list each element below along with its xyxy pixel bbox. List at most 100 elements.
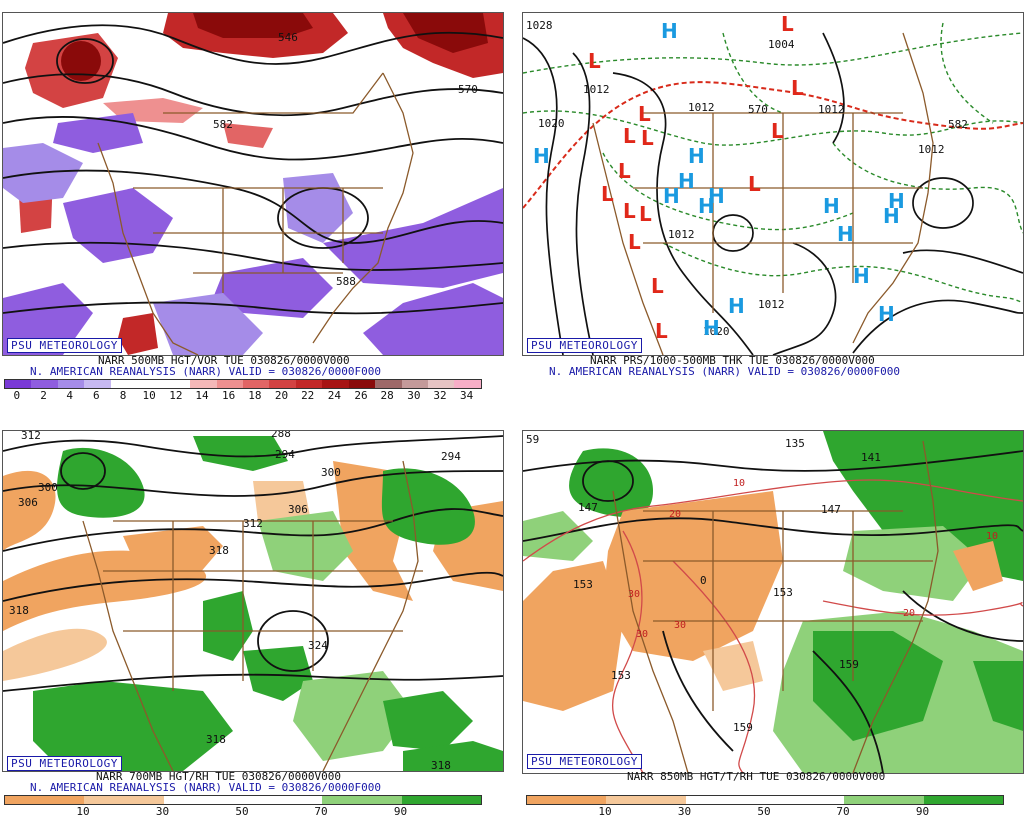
colorbar-swatch <box>242 796 323 804</box>
colorbar-tick: 30 <box>407 389 421 402</box>
contour-label: 0 <box>700 574 707 587</box>
contour-label: 147 <box>821 503 841 516</box>
high-pressure-icon: H <box>888 189 905 213</box>
contour-label: 153 <box>611 669 631 682</box>
colorbar-swatch <box>375 380 402 388</box>
colorbar-tick: 30 <box>155 805 170 818</box>
map-700mb-canvas: 312 300 306 288 294 300 306 312 318 294 … <box>3 431 503 771</box>
colorbar-swatch <box>322 796 402 804</box>
map-prs-thk: 1028 1012 1020 1004 1012 1012 1012 1012 … <box>522 12 1024 356</box>
low-pressure-icon: L <box>628 230 641 254</box>
colorbar <box>4 795 482 805</box>
panel-subtitle: N. AMERICAN REANALYSIS (NARR) VALID = 03… <box>30 365 381 378</box>
colorbar-tick: 22 <box>301 389 315 402</box>
low-pressure-icon: L <box>623 124 636 148</box>
contour-label: 135 <box>785 437 805 450</box>
colorbar-tick: 2 <box>40 389 47 402</box>
contour-label: 306 <box>18 496 38 509</box>
colorbar-swatch <box>190 380 217 388</box>
contour-label: 1020 <box>538 117 565 130</box>
low-pressure-icon: L <box>618 159 631 183</box>
low-pressure-icon: L <box>651 274 664 298</box>
low-pressure-icon: L <box>588 49 601 73</box>
high-pressure-icon: H <box>708 184 725 208</box>
temp-label: 20 <box>669 509 681 520</box>
contour-label: 159 <box>733 721 753 734</box>
contour-label: 147 <box>578 501 598 514</box>
contour-label: 546 <box>278 31 298 44</box>
colorbar-swatch <box>295 380 323 388</box>
temp-label: 20 <box>903 608 915 619</box>
colorbar-tick: 10 <box>76 805 90 818</box>
contour-label: 1012 <box>818 103 845 116</box>
contour-label: 312 <box>21 431 41 442</box>
contour-label: 1028 <box>526 19 553 32</box>
contour-label: 1012 <box>688 101 715 114</box>
low-pressure-icon: L <box>601 182 614 206</box>
contour-label: 159 <box>839 658 859 671</box>
colorbar-tick: 90 <box>915 805 930 818</box>
contour-label: 318 <box>206 733 226 746</box>
contour-label: 141 <box>861 451 881 464</box>
psu-meteorology-brand: PSU METEOROLOGY <box>7 756 122 771</box>
contour-label: 306 <box>288 503 308 516</box>
temp-label: 30 <box>674 620 686 631</box>
contour-label: 294 <box>441 450 461 463</box>
colorbar-tick: 20 <box>274 389 289 402</box>
colorbar-swatch <box>242 380 270 388</box>
colorbar-tick: 50 <box>757 805 771 818</box>
panel-prs-thk: 1028 1012 1020 1004 1012 1012 1012 1012 … <box>512 0 1024 409</box>
low-pressure-icon: L <box>771 119 784 143</box>
colorbar-swatch <box>163 380 191 388</box>
high-pressure-icon: H <box>661 19 678 43</box>
colorbar <box>4 379 482 389</box>
colorbar-tick: 10 <box>142 389 156 402</box>
colorbar-swatch <box>527 796 607 804</box>
contour-label: 324 <box>308 639 328 652</box>
psu-meteorology-brand: PSU METEOROLOGY <box>7 338 122 353</box>
colorbar-tick: 6 <box>93 389 100 402</box>
high-pressure-icon: H <box>823 194 840 218</box>
colorbar-swatch <box>5 380 32 388</box>
contour-label: 300 <box>321 466 341 479</box>
contour-label: 318 <box>431 759 451 771</box>
high-pressure-icon: H <box>533 144 550 168</box>
psu-meteorology-brand: PSU METEOROLOGY <box>527 754 642 769</box>
high-pressure-icon: H <box>698 194 715 218</box>
panel-subtitle: N. AMERICAN REANALYSIS (NARR) VALID = 03… <box>30 781 381 794</box>
low-pressure-icon: L <box>748 172 761 196</box>
contour-label: 318 <box>9 604 29 617</box>
low-pressure-icon: L <box>655 319 668 343</box>
contour-label: 288 <box>271 431 291 440</box>
contour-label: 570 <box>748 103 768 116</box>
high-pressure-icon: H <box>883 204 900 228</box>
colorbar-swatch <box>844 796 924 804</box>
contour-label: 1004 <box>768 38 795 51</box>
contour-label: 1012 <box>758 298 785 311</box>
high-pressure-icon: H <box>688 144 705 168</box>
contour-label: 1012 <box>668 228 695 241</box>
colorbar-tick: 26 <box>354 389 368 402</box>
contour-label: 312 <box>243 517 263 530</box>
colorbar-tick: 34 <box>460 389 474 402</box>
contour-label: 1020 <box>703 325 730 338</box>
colorbar-swatch <box>348 380 376 388</box>
colorbar-tick: 28 <box>380 389 394 402</box>
colorbar-swatch <box>606 796 686 804</box>
contour-label: 1012 <box>583 83 610 96</box>
low-pressure-icon: L <box>623 199 636 223</box>
colorbar-swatch <box>137 380 164 388</box>
colorbar <box>526 795 1004 805</box>
panel-850mb-hgt-t-rh: 59 147 153 153 135 141 147 0 153 159 159… <box>512 410 1024 819</box>
panel-500mb-hgt-vor: 546 570 582 588 PSU METEOROLOGY NARR 500… <box>0 0 512 409</box>
map-850mb-canvas: 59 147 153 153 135 141 147 0 153 159 159… <box>523 431 1023 773</box>
colorbar-swatch <box>454 380 481 388</box>
map-500mb-canvas: 546 570 582 588 <box>3 13 503 355</box>
colorbar-tick: 32 <box>433 389 447 402</box>
colorbar-swatch <box>764 796 845 804</box>
temp-label: 30 <box>628 589 640 600</box>
map-500mb: 546 570 582 588 PSU METEOROLOGY <box>2 12 504 356</box>
high-pressure-icon: H <box>663 184 680 208</box>
temp-label: 30 <box>636 629 648 640</box>
high-pressure-icon: H <box>703 316 720 340</box>
